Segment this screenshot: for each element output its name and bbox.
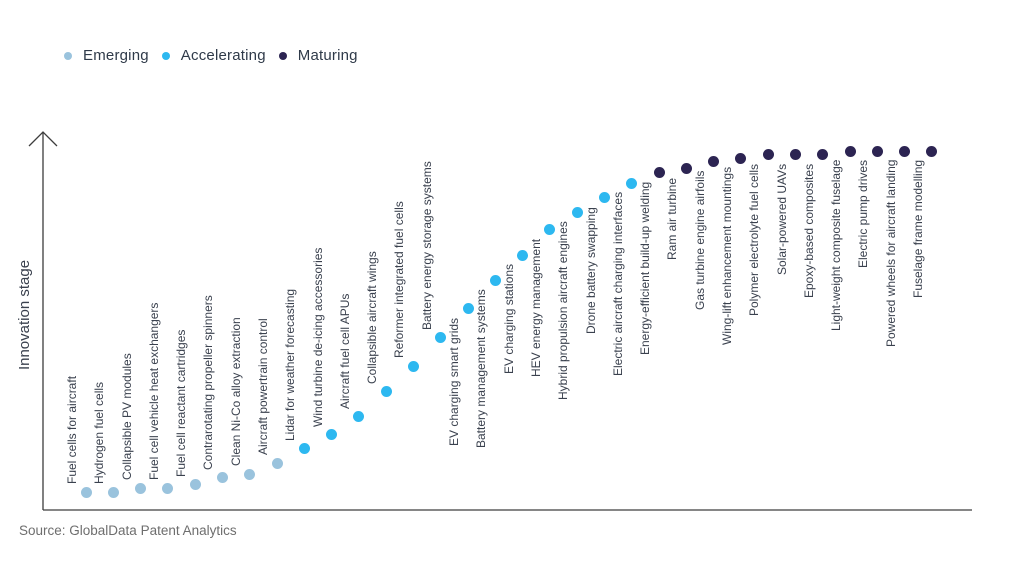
data-point-dot — [708, 156, 720, 168]
data-point-label: Aircraft powertrain control — [256, 318, 271, 456]
data-point-label: Reformer integrated fuel cells — [392, 201, 407, 359]
legend-item-emerging: Emerging — [64, 47, 149, 64]
data-point-label: Light-weight composite fuselage — [829, 159, 844, 331]
data-point-label: EV charging stations — [501, 264, 516, 375]
data-point-dot — [653, 167, 665, 179]
data-point-dot — [271, 457, 283, 469]
data-point-dot — [571, 206, 583, 218]
data-point-dot — [626, 177, 638, 189]
source-text: Source: GlobalData Patent Analytics — [19, 523, 237, 538]
data-point-dot — [762, 149, 774, 161]
data-point-dot — [680, 163, 692, 175]
data-point-label: Wind turbine de-icing accessories — [310, 247, 325, 427]
data-point-label: Epoxy-based composites — [801, 163, 816, 298]
data-point-dot — [326, 429, 338, 441]
legend-label-accelerating: Accelerating — [180, 47, 266, 64]
data-point-dot — [216, 472, 228, 484]
legend-label-emerging: Emerging — [83, 47, 149, 64]
data-point-label: Aircraft fuel cell APUs — [337, 293, 352, 409]
y-axis-title: Innovation stage — [16, 259, 33, 371]
data-point-label: Gas turbine engine airfoils — [692, 170, 707, 310]
data-point-dot — [107, 486, 119, 498]
data-point-dot — [407, 360, 419, 372]
maturing-dot-icon — [278, 51, 287, 60]
data-point-dot — [244, 468, 256, 480]
data-point-label: Fuel cells for aircraft — [65, 376, 79, 485]
data-point-label: Powered wheels for aircraft landing — [883, 159, 898, 347]
accelerating-dot-icon — [161, 51, 170, 60]
data-point-dot — [462, 303, 474, 315]
legend-item-accelerating: Accelerating — [161, 47, 266, 64]
data-point-label: Ram air turbine — [665, 177, 680, 260]
data-point-label: Contrarotating propeller spinners — [201, 294, 216, 470]
data-point-label: Solar-powered UAVs — [774, 163, 789, 275]
data-point-label: Clean Ni-Co alloy extraction — [228, 317, 243, 467]
data-point-dot — [298, 443, 310, 455]
data-point-label: Collapsible aircraft wings — [365, 250, 380, 384]
legend-item-maturing: Maturing — [278, 47, 358, 64]
legend-label-maturing: Maturing — [297, 47, 358, 64]
data-point-label: Battery energy storage systems — [419, 160, 434, 330]
legend: Emerging Accelerating Maturing — [64, 47, 358, 64]
data-point-dot — [135, 482, 147, 494]
data-point-dot — [844, 145, 856, 157]
data-point-label: Polymer electrolyte fuel cells — [747, 163, 762, 316]
data-point-dot — [80, 486, 92, 498]
data-point-dot — [871, 145, 883, 157]
data-point-dot — [353, 411, 365, 423]
data-point-label: Collapsible PV modules — [119, 353, 134, 481]
data-point-dot — [544, 224, 556, 236]
data-point-label: Fuel cell reactant cartridges — [174, 329, 189, 477]
data-point-dot — [735, 152, 747, 164]
data-point-dot — [899, 145, 911, 157]
data-point-dot — [189, 479, 201, 491]
data-point-label: Electric aircraft charging interfaces — [610, 192, 625, 377]
data-point-dot — [790, 149, 802, 161]
emerging-dot-icon — [64, 51, 72, 60]
data-point-dot — [380, 386, 392, 398]
data-point-label: EV charging smart grids — [447, 317, 462, 446]
data-point-dot — [489, 274, 501, 286]
data-point-label: Energy-efficient build-up welding — [638, 181, 653, 355]
data-point-dot — [926, 145, 938, 157]
data-point-dot — [162, 482, 174, 494]
data-point-label: Hybrid propulsion aircraft engines — [556, 221, 571, 401]
data-point-label: Drone battery swapping — [583, 206, 598, 334]
data-point-label: Wing-lift enhancement mountings — [719, 167, 734, 346]
data-point-dot — [435, 332, 447, 344]
data-point-label: Fuselage frame modelling — [910, 159, 925, 298]
data-point-label: Fuel cell vehicle heat exchangers — [146, 303, 161, 481]
y-axis-arrow-icon — [28, 131, 58, 147]
data-point-label: Hydrogen fuel cells — [92, 381, 107, 485]
data-point-dot — [517, 249, 529, 261]
data-point-label: Battery management systems — [474, 289, 489, 449]
data-point-label: Electric pump drives — [856, 159, 871, 268]
data-point-dot — [817, 149, 829, 161]
data-point-label: HEV energy management — [528, 238, 543, 377]
data-point-dot — [599, 192, 610, 204]
data-point-label: Lidar for weather forecasting — [283, 288, 298, 441]
